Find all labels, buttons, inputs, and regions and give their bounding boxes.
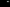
Text: −: −	[0, 0, 8, 7]
Text: −: −	[3, 0, 10, 7]
Text: +: +	[0, 0, 7, 7]
Text: Multi-objective LPV
L2-gain Feedback: Multi-objective LPV L2-gain Feedback	[0, 0, 10, 7]
Text: $f$: $f$	[3, 0, 10, 7]
Text: +: +	[0, 0, 10, 7]
Text: $\omega$: $\omega$	[0, 0, 8, 7]
Polygon shape	[7, 1, 9, 2]
Text: −: −	[0, 0, 10, 7]
Text: +: +	[4, 0, 10, 7]
FancyBboxPatch shape	[4, 2, 5, 3]
Text: $\rho\kappa i$: $\rho\kappa i$	[0, 0, 10, 7]
Text: $\rho$: $\rho$	[0, 0, 10, 7]
FancyBboxPatch shape	[0, 2, 2, 3]
FancyBboxPatch shape	[5, 4, 9, 6]
Text: $L$: $L$	[1, 0, 10, 7]
FancyBboxPatch shape	[1, 4, 5, 6]
Text: Controller: Controller	[1, 0, 10, 7]
Circle shape	[6, 2, 7, 3]
Text: $y$: $y$	[3, 0, 10, 5]
Text: White-noise
Filter: White-noise Filter	[0, 0, 10, 7]
Text: Tachometer: Tachometer	[0, 0, 10, 7]
Polygon shape	[8, 1, 9, 2]
Polygon shape	[6, 1, 10, 3]
Text: $J$: $J$	[3, 0, 10, 7]
Text: $u$: $u$	[5, 0, 10, 7]
FancyBboxPatch shape	[6, 2, 10, 3]
Text: Reduced Model of City Car: Reduced Model of City Car	[5, 0, 10, 7]
FancyBboxPatch shape	[1, 2, 2, 3]
Text: DC
Motor: DC Motor	[0, 0, 10, 7]
Text: $R$: $R$	[0, 0, 5, 7]
Text: −: −	[1, 0, 10, 7]
Text: +: +	[0, 0, 2, 7]
Circle shape	[6, 2, 7, 3]
FancyBboxPatch shape	[0, 2, 2, 3]
Text: PWM Motor Driver: PWM Motor Driver	[0, 0, 10, 7]
FancyBboxPatch shape	[3, 5, 4, 6]
FancyBboxPatch shape	[2, 5, 3, 6]
FancyBboxPatch shape	[3, 1, 4, 2]
Text: $i$: $i$	[7, 0, 10, 7]
FancyBboxPatch shape	[6, 0, 10, 3]
Text: $B$: $B$	[8, 0, 10, 7]
Text: Noise: Noise	[3, 0, 10, 7]
Text: Integrator: Integrator	[0, 0, 10, 7]
Text: $\rho\kappa\omega$: $\rho\kappa\omega$	[0, 0, 10, 7]
Text: +: +	[2, 0, 10, 7]
Text: Current Sensor: Current Sensor	[0, 0, 10, 7]
Text: +: +	[0, 0, 10, 7]
Text: +: +	[2, 0, 10, 7]
Circle shape	[8, 2, 9, 3]
Text: $\omega$: $\omega$	[0, 0, 10, 7]
Text: $J$: $J$	[0, 0, 10, 7]
FancyBboxPatch shape	[3, 4, 5, 5]
Text: Throttle command  $r$: Throttle command $r$	[2, 0, 10, 7]
